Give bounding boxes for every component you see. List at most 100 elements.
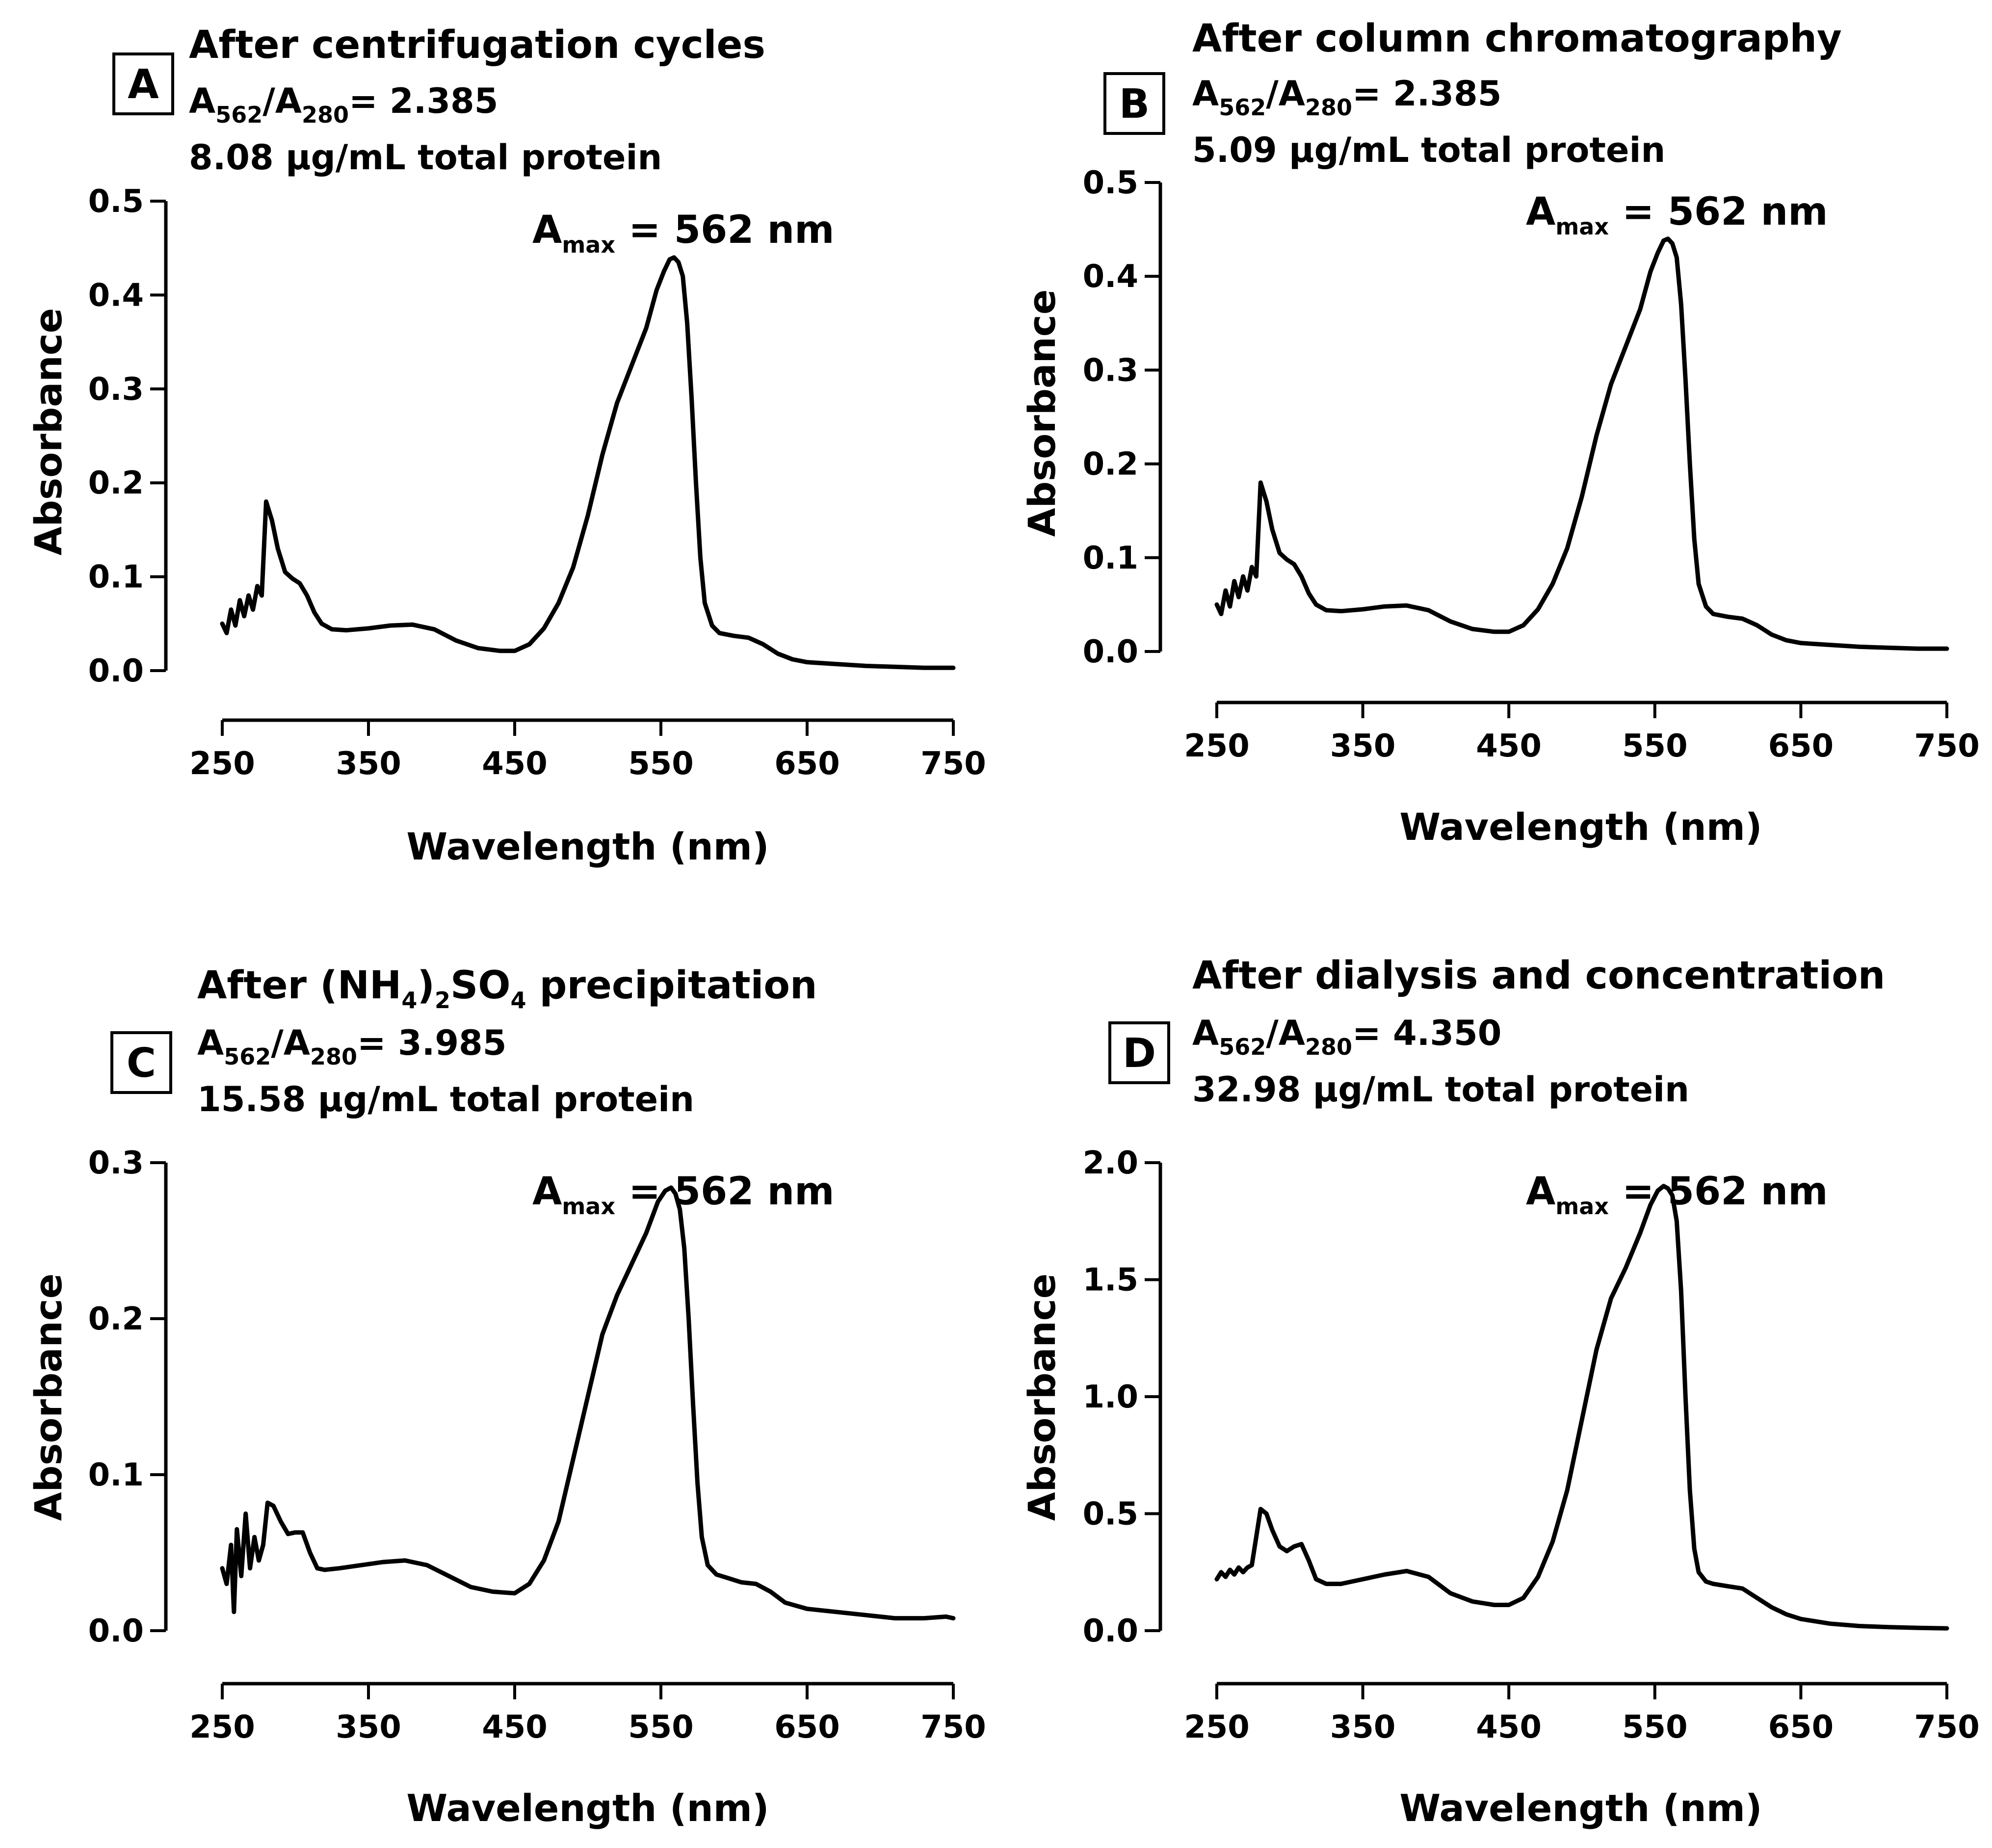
y-axis-label: Absorbance — [1020, 289, 1064, 537]
x-tick-label: 350 — [1330, 728, 1396, 764]
ratio-line: A562/A280= 2.385 — [1192, 74, 1501, 121]
amax-a: A — [532, 1170, 562, 1214]
x-tick-label: 750 — [1914, 728, 1980, 764]
protein-suffix: μg/mL total protein — [274, 137, 662, 178]
ratio-sub-280: 280 — [302, 102, 349, 128]
ratio-line: A562/A280= 4.350 — [1192, 1013, 1501, 1060]
ratio-value: 2.385 — [390, 81, 498, 121]
x-axis-label: Wavelength (nm) — [406, 825, 769, 868]
protein-line: 15.58 μg/mL total protein — [197, 1079, 694, 1119]
panel-letter: D — [1123, 1030, 1156, 1077]
amax-rest: = 562 nm — [615, 1170, 834, 1214]
ratio-a: A — [1192, 74, 1219, 114]
amax-annotation: Amax = 562 nm — [1526, 190, 1828, 240]
ratio-sub-280: 280 — [1305, 94, 1352, 121]
y-tick-label: 0.5 — [1083, 165, 1138, 201]
ratio-value: 4.350 — [1393, 1013, 1501, 1053]
panel-letter: B — [1119, 81, 1150, 128]
panel-letter-box — [112, 52, 174, 115]
x-tick-label: 450 — [482, 746, 548, 782]
y-tick-label: 0.3 — [88, 371, 144, 408]
y-tick-label: 0.1 — [88, 559, 144, 596]
amax-sub: max — [1555, 1193, 1609, 1220]
protein-line: 5.09 μg/mL total protein — [1192, 130, 1665, 170]
protein-line: 8.08 μg/mL total protein — [189, 137, 662, 178]
x-tick-label: 450 — [1476, 1709, 1542, 1745]
y-tick-label: 0.3 — [88, 1145, 144, 1181]
plot-area: 0.0 0.5 1.0 1.5 2.0 250 350 450 550 650 750 — [1083, 1145, 1980, 1745]
y-tick-label: 0.4 — [1083, 259, 1138, 295]
x-tick-label: 750 — [920, 1709, 986, 1745]
absorbance-series-line — [1214, 1184, 1949, 1631]
ratio-a: A — [1192, 1013, 1219, 1053]
amax-a: A — [1526, 190, 1555, 234]
amax-annotation: Amax = 562 nm — [532, 1170, 834, 1220]
ratio-slash: /A — [1266, 74, 1305, 114]
amax-a: A — [1526, 1170, 1555, 1214]
ratio-sub-562: 562 — [1219, 1034, 1266, 1060]
ratio-value: 3.985 — [398, 1023, 506, 1063]
ratio-sub-562: 562 — [224, 1043, 271, 1070]
x-tick-label: 450 — [1476, 728, 1542, 764]
x-tick-label: 250 — [1184, 1709, 1250, 1745]
panel-letter-box — [1108, 1021, 1170, 1084]
x-tick-label: 550 — [628, 1709, 694, 1745]
y-tick-label: 0.2 — [88, 465, 144, 501]
amax-annotation: Amax = 562 nm — [1526, 1170, 1828, 1220]
title-sub-4: 4 — [401, 987, 417, 1014]
x-tick-label: 550 — [1622, 728, 1688, 764]
y-tick-label: 0.5 — [1083, 1496, 1138, 1533]
y-tick-label: 0.3 — [1083, 352, 1138, 389]
panel-d: D After dialysis and concentration A562/… — [1020, 954, 1980, 1830]
x-tick-label: 750 — [1914, 1709, 1980, 1745]
panel-c: C After (NH4)2SO4 precipitation A562/A28… — [26, 963, 986, 1830]
panel-letter: C — [127, 1040, 156, 1087]
y-tick-label: 0.0 — [1083, 634, 1138, 670]
panel-letter-box — [1103, 72, 1165, 135]
absorbance-series-line — [1214, 236, 1949, 651]
panel-b: B After column chromatography A562/A280=… — [1020, 17, 1980, 849]
panel-title: After (NH4)2SO4 precipitation — [197, 963, 817, 1014]
panel-letter-box — [110, 1031, 172, 1094]
ratio-value: 2.385 — [1393, 74, 1501, 114]
amax-rest: = 562 nm — [1609, 1170, 1828, 1214]
x-tick-label: 250 — [189, 746, 255, 782]
x-tick-label: 550 — [1622, 1709, 1688, 1745]
panel-title: After centrifugation cycles — [189, 23, 765, 67]
title-post: precipitation — [526, 963, 817, 1008]
x-tick-label: 450 — [482, 1709, 548, 1745]
y-tick-label: 0.2 — [88, 1301, 144, 1337]
plot-area: 0.0 0.1 0.2 0.3 0.4 0.5 250 350 450 550 650 750 — [1083, 165, 1980, 764]
x-tick-label: 750 — [920, 746, 986, 782]
y-tick-label: 1.5 — [1083, 1262, 1138, 1299]
protein-line: 32.98 μg/mL total protein — [1192, 1069, 1689, 1110]
amax-sub: max — [1555, 213, 1609, 240]
amax-rest: = 562 nm — [615, 208, 834, 252]
ratio-slash: /A — [271, 1023, 310, 1063]
title-sub-2: 2 — [435, 987, 450, 1014]
x-tick-label: 350 — [336, 1709, 401, 1745]
amax-sub: max — [562, 232, 615, 258]
x-tick-label: 550 — [628, 746, 694, 782]
ratio-a: A — [197, 1023, 224, 1063]
y-tick-label: 0.4 — [88, 277, 144, 313]
absorbance-series-line — [220, 1185, 956, 1621]
ratio-line: A562/A280= 2.385 — [189, 81, 498, 128]
y-tick-label: 1.0 — [1083, 1379, 1138, 1415]
ratio-a: A — [189, 81, 215, 121]
y-tick-label: 0.0 — [88, 653, 144, 689]
x-tick-label: 350 — [1330, 1709, 1396, 1745]
x-tick-label: 250 — [1184, 728, 1250, 764]
ratio-sub-562: 562 — [1219, 94, 1266, 121]
y-axis-label: Absorbance — [26, 1274, 70, 1521]
x-tick-label: 650 — [774, 746, 840, 782]
amax-rest: = 562 nm — [1609, 190, 1828, 234]
amax-a: A — [532, 208, 562, 252]
panel-title: After column chromatography — [1192, 17, 1842, 61]
protein-value: 8.08 — [189, 137, 274, 178]
x-axis-label: Wavelength (nm) — [1399, 805, 1762, 849]
ratio-eq: = — [1352, 1013, 1393, 1053]
y-tick-label: 0.1 — [88, 1457, 144, 1493]
y-tick-label: 2.0 — [1083, 1145, 1138, 1181]
